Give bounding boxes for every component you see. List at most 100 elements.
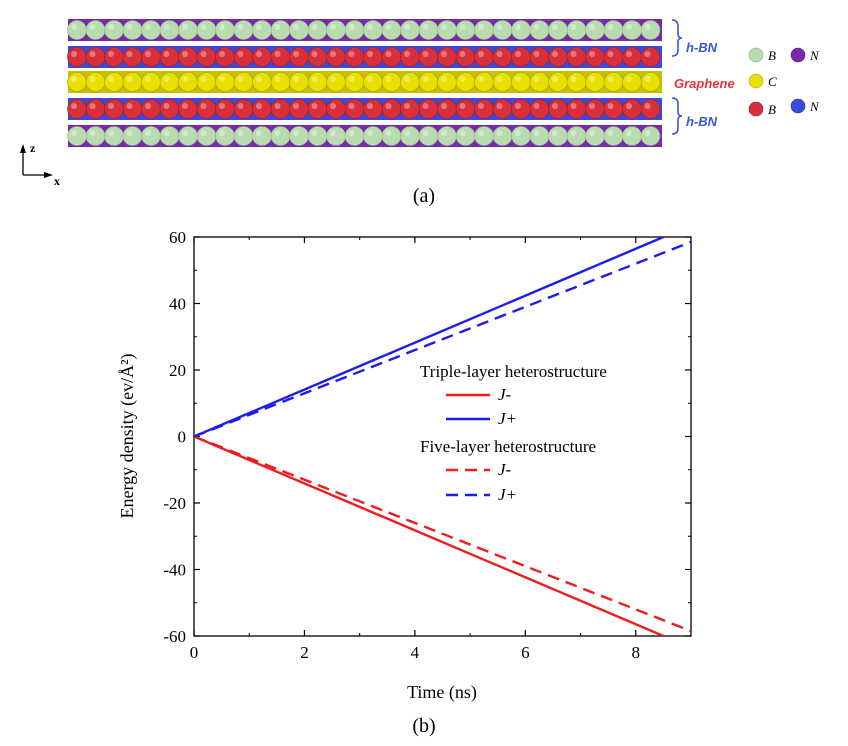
x-tick-label: 4 bbox=[411, 643, 420, 662]
atom bbox=[270, 126, 291, 146]
atom bbox=[326, 72, 346, 92]
atom bbox=[215, 47, 235, 67]
layer-1-hbn bbox=[67, 19, 662, 41]
atom bbox=[566, 126, 587, 146]
atom bbox=[178, 72, 198, 92]
atom bbox=[326, 99, 346, 119]
x-tick-label: 0 bbox=[190, 643, 199, 662]
legend-n-blue: N bbox=[809, 99, 820, 114]
atom bbox=[437, 99, 457, 119]
atom bbox=[437, 72, 457, 92]
axis-ticks: 0 2 4 6 8 60 40 20 0 -20 -40 -60 bbox=[163, 228, 691, 662]
atom bbox=[511, 20, 531, 40]
atom bbox=[566, 72, 587, 92]
atom bbox=[603, 47, 624, 67]
atom bbox=[289, 72, 309, 92]
atom bbox=[548, 99, 568, 119]
series-triple_jplus bbox=[194, 237, 664, 438]
atom bbox=[270, 99, 291, 119]
atom bbox=[363, 126, 383, 146]
atom bbox=[492, 20, 513, 40]
x-axis-title: Time (ns) bbox=[407, 682, 477, 703]
atom bbox=[474, 72, 494, 92]
atom bbox=[474, 99, 494, 119]
structure-panel: h-BN Graphene h-BN B N C B N z x (a) bbox=[20, 19, 820, 207]
atom bbox=[252, 47, 272, 67]
atom bbox=[307, 47, 328, 67]
atom bbox=[122, 126, 143, 146]
atom bbox=[492, 47, 513, 67]
atom bbox=[289, 99, 309, 119]
atom bbox=[215, 126, 235, 146]
layer-2-hbn bbox=[67, 46, 662, 68]
atom bbox=[307, 99, 328, 119]
atom-legend: B N C B N bbox=[748, 47, 820, 117]
boron-red-swatch bbox=[748, 101, 764, 117]
atom bbox=[529, 47, 550, 67]
legend-label-five_jplus: J+ bbox=[498, 485, 517, 504]
atom bbox=[400, 126, 420, 146]
atom bbox=[455, 20, 476, 40]
atom bbox=[252, 72, 272, 92]
atom bbox=[622, 47, 642, 67]
atom bbox=[585, 47, 605, 67]
atom bbox=[548, 126, 568, 146]
atom bbox=[159, 126, 180, 146]
atom bbox=[363, 72, 383, 92]
atom bbox=[326, 47, 346, 67]
boron-green-swatch bbox=[748, 47, 764, 63]
atom bbox=[85, 99, 106, 119]
atom bbox=[400, 72, 420, 92]
atom bbox=[455, 126, 476, 146]
bottom-brace bbox=[671, 97, 683, 135]
atom bbox=[233, 72, 254, 92]
panel-b-label: (b) bbox=[412, 715, 435, 737]
atom bbox=[363, 47, 383, 67]
atom bbox=[363, 99, 383, 119]
atom bbox=[289, 20, 309, 40]
atom bbox=[307, 126, 328, 146]
atom bbox=[326, 126, 346, 146]
energy-chart: 0 2 4 6 8 60 40 20 0 -20 -40 -60 Triple-layer heter… bbox=[117, 228, 692, 737]
atom bbox=[585, 20, 605, 40]
legend-c: C bbox=[768, 74, 777, 89]
atom bbox=[196, 99, 217, 119]
legend-label-triple_jplus: J+ bbox=[498, 409, 517, 428]
x-tick-label: 8 bbox=[632, 643, 641, 662]
atom bbox=[492, 126, 513, 146]
atom bbox=[85, 20, 106, 40]
atom bbox=[622, 20, 642, 40]
atom bbox=[344, 20, 365, 40]
atom bbox=[418, 126, 439, 146]
atom bbox=[85, 72, 106, 92]
atom bbox=[566, 99, 587, 119]
x-axis-label: x bbox=[54, 174, 60, 188]
atom bbox=[455, 72, 476, 92]
atom bbox=[67, 72, 87, 92]
atom bbox=[233, 126, 254, 146]
panel-a-label: (a) bbox=[413, 185, 435, 207]
z-axis-label: z bbox=[30, 141, 36, 155]
atom bbox=[215, 99, 235, 119]
atom bbox=[122, 47, 143, 67]
layer-4-hbn bbox=[67, 98, 662, 120]
hbn-top-label: h-BN bbox=[686, 40, 718, 55]
atom bbox=[196, 20, 217, 40]
atom bbox=[529, 72, 550, 92]
atom-layers bbox=[67, 19, 662, 147]
atom bbox=[289, 47, 309, 67]
atom bbox=[344, 99, 365, 119]
atom bbox=[548, 47, 568, 67]
y-axis-title: Energy density (ev/Å²) bbox=[117, 353, 138, 518]
x-tick-label: 2 bbox=[300, 643, 309, 662]
atom bbox=[529, 99, 550, 119]
atom bbox=[400, 20, 420, 40]
y-tick-label: -20 bbox=[163, 494, 186, 513]
atom bbox=[344, 72, 365, 92]
atom bbox=[640, 99, 661, 119]
atom bbox=[67, 99, 87, 119]
y-tick-label: 40 bbox=[169, 295, 186, 314]
atom bbox=[252, 126, 272, 146]
atom bbox=[492, 99, 513, 119]
